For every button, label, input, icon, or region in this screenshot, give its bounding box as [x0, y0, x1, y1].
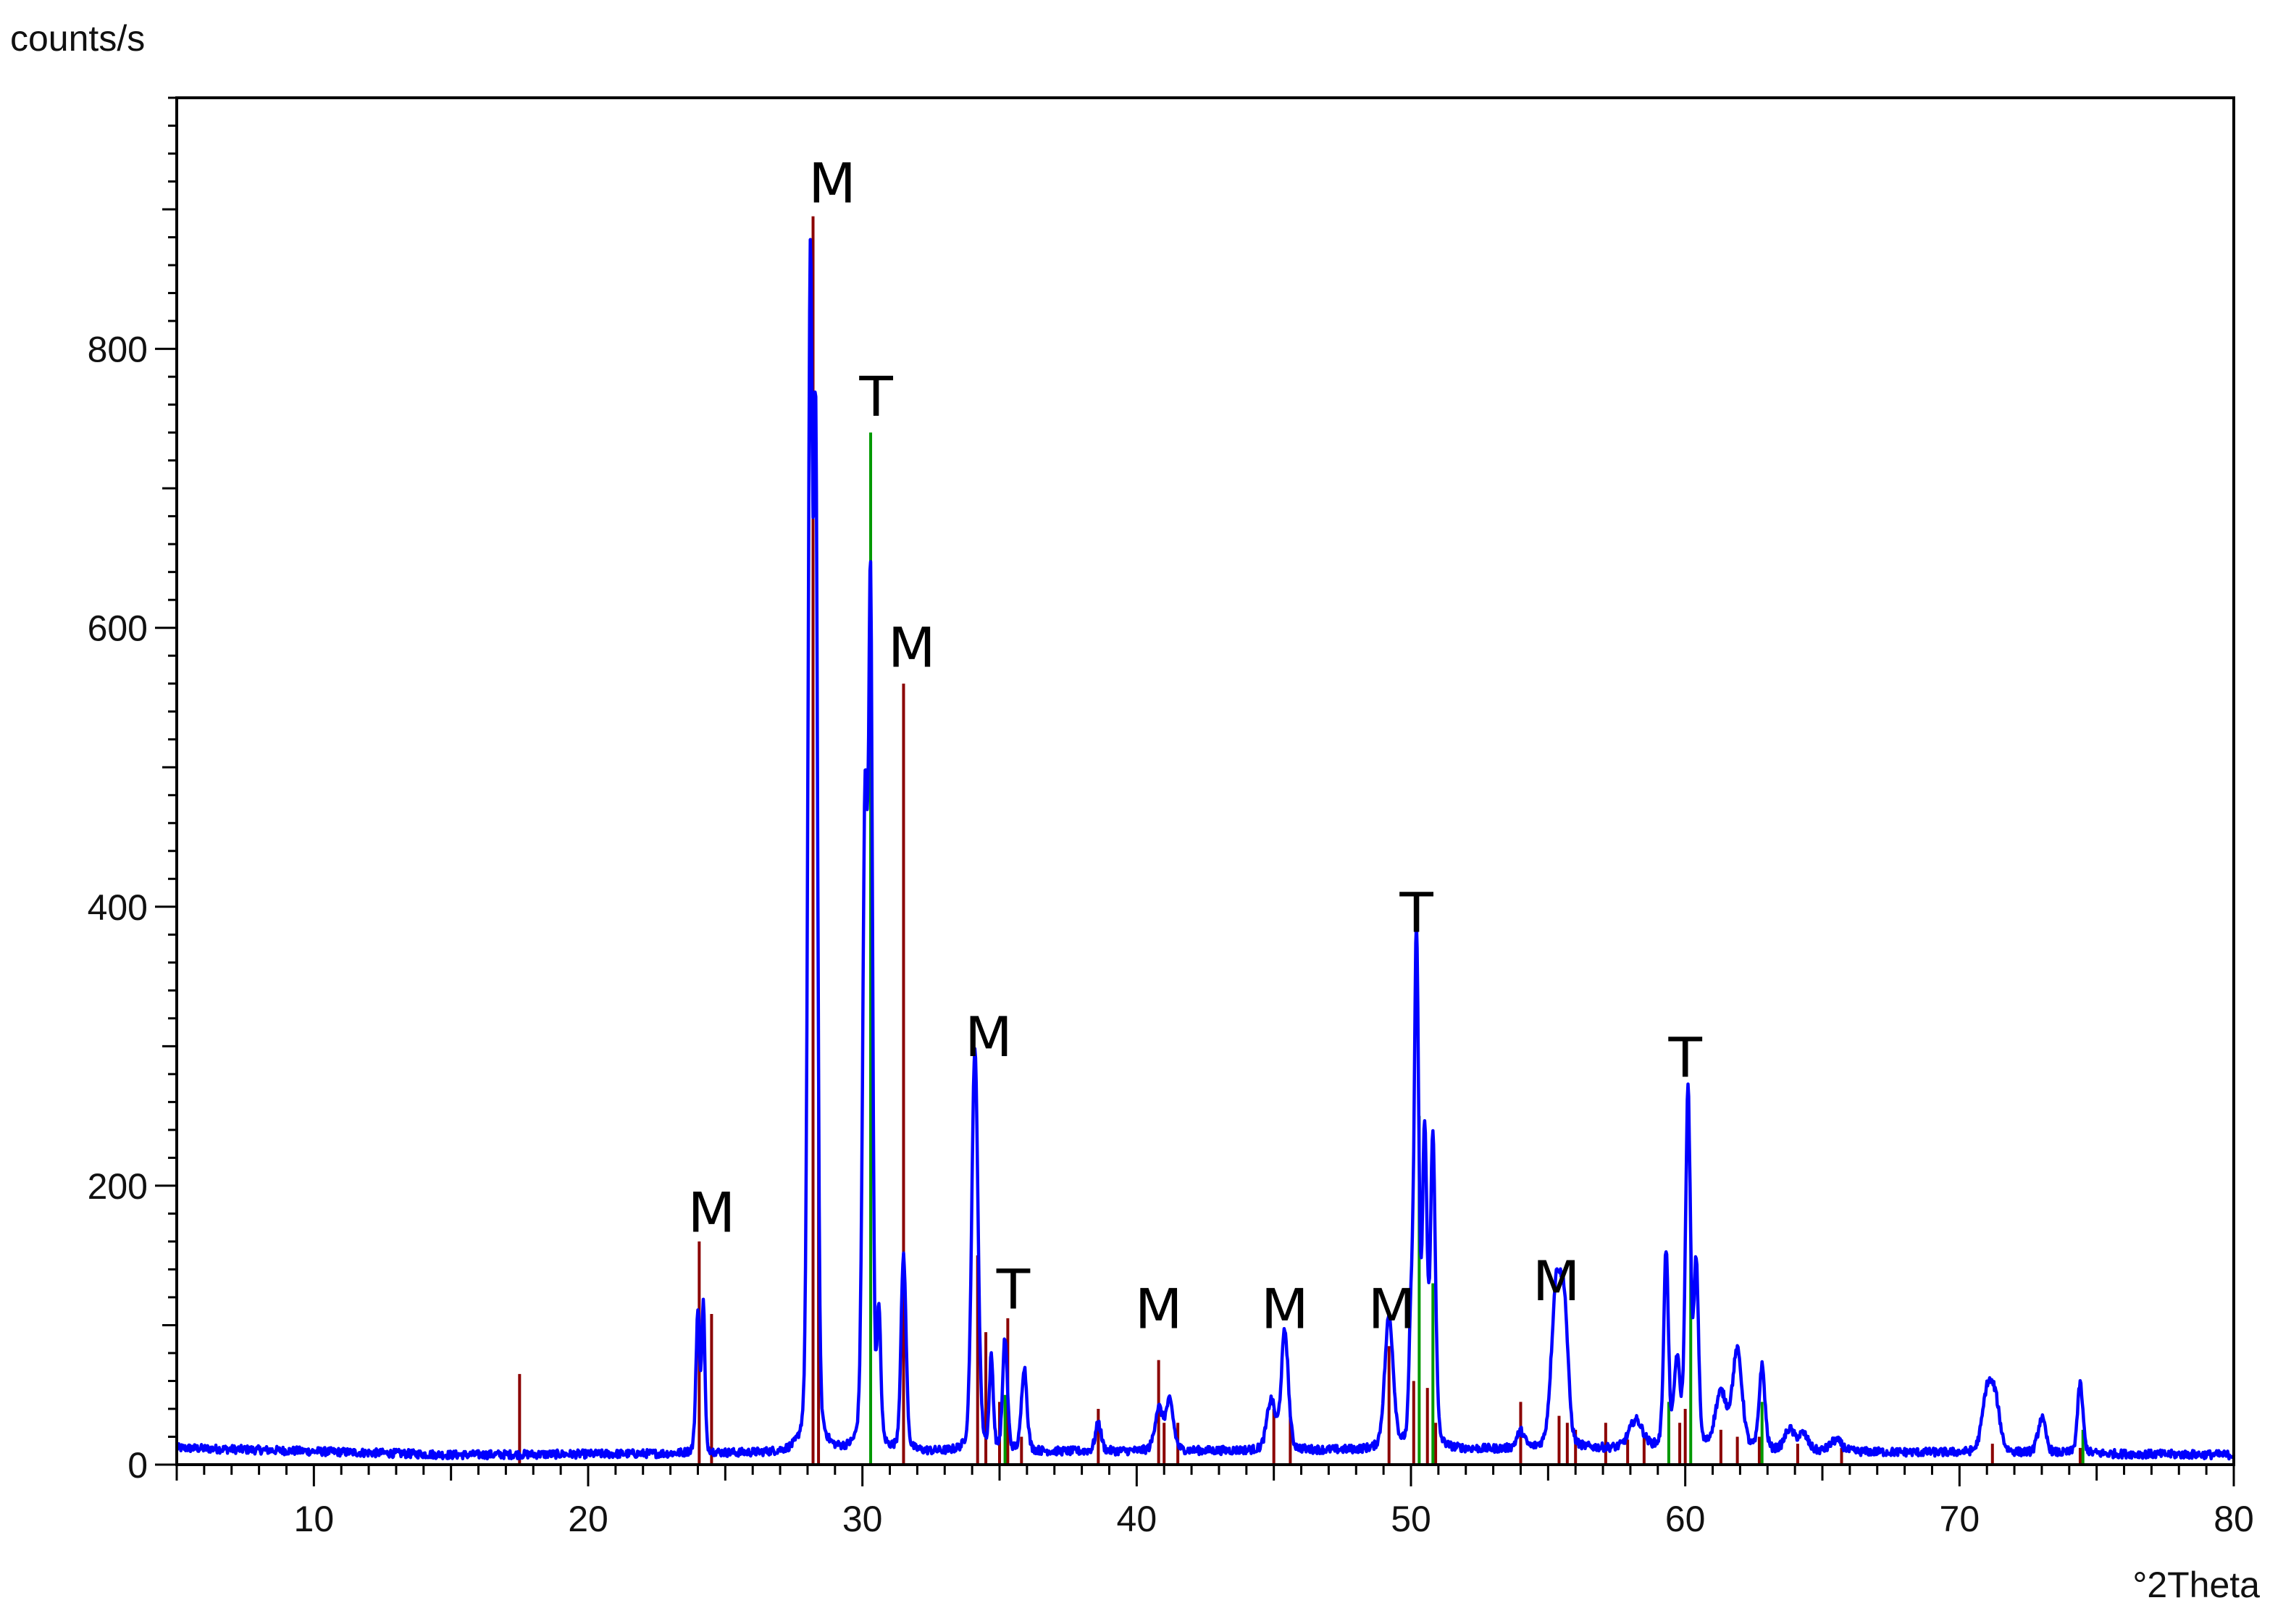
x-axis-label: °2Theta: [2132, 1565, 2260, 1605]
phase-label-m: M: [888, 616, 936, 680]
y-tick-label: 200: [88, 1166, 148, 1207]
phase-label-m: M: [1533, 1249, 1580, 1313]
y-tick-label: 0: [127, 1445, 148, 1486]
phase-label-t: T: [858, 364, 893, 429]
y-tick-label: 400: [88, 887, 148, 928]
reference-t-lines: [869, 432, 2085, 1465]
y-axis-ticks: 0 200 400 600 800: [88, 96, 177, 1486]
x-tick-label: 30: [842, 1499, 883, 1539]
plot-frame: [175, 96, 2235, 1466]
phase-label-m: M: [1368, 1276, 1416, 1341]
x-tick-label: 80: [2214, 1499, 2254, 1539]
phase-label-m: M: [965, 1005, 1013, 1069]
phase-label-t: T: [1667, 1026, 1702, 1090]
phase-label-m: M: [688, 1180, 736, 1244]
x-tick-label: 40: [1117, 1499, 1157, 1539]
x-axis-ticks: 10 20 30 40 50 60 70 80: [175, 1465, 2254, 1539]
y-axis-label: counts/s: [10, 18, 145, 59]
phase-label-m: M: [1135, 1276, 1183, 1341]
x-tick-label: 60: [1665, 1499, 1706, 1539]
phase-label-m: M: [808, 151, 856, 215]
x-tick-label: 20: [568, 1499, 608, 1539]
y-tick-label: 600: [88, 608, 148, 649]
x-tick-label: 70: [1940, 1499, 1980, 1539]
y-tick-label: 800: [88, 330, 148, 370]
phase-label-t: T: [1399, 880, 1433, 945]
measured-pattern-line: [175, 238, 2236, 1461]
phase-label-m: M: [1261, 1276, 1309, 1341]
x-tick-label: 50: [1391, 1499, 1431, 1539]
phase-label-t: T: [996, 1257, 1031, 1321]
x-tick-label: 10: [294, 1499, 335, 1539]
